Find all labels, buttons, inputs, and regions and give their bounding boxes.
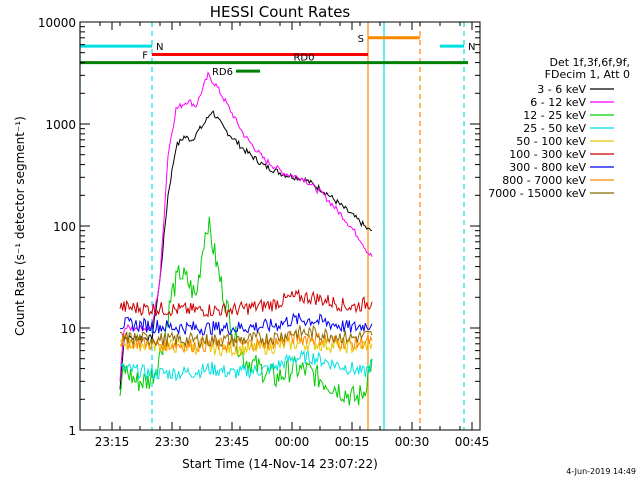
series-line-300-800-keV: [119, 312, 373, 336]
legend-label: 50 - 100 keV: [516, 135, 586, 148]
series-line-7000-15000-keV: [119, 325, 373, 349]
chart-title: HESSI Count Rates: [210, 3, 351, 21]
legend-label: 300 - 800 keV: [509, 161, 586, 174]
series-line-25-50-keV: [119, 348, 373, 382]
legend-label: 7000 - 15000 keV: [488, 187, 586, 200]
flag-label-S: S: [358, 34, 364, 45]
x-tick-label: 00:30: [395, 435, 430, 449]
legend-label: 100 - 300 keV: [509, 148, 586, 161]
date-stamp: 4-Jun-2019 14:49: [566, 467, 636, 476]
x-tick-label: 00:15: [335, 435, 370, 449]
legend-title-line-2: FDecim 1, Att 0: [545, 68, 630, 81]
legend-label: 800 - 7000 keV: [502, 174, 586, 187]
flag-label-F: F: [142, 51, 148, 62]
series-line-3-6-keV: [119, 110, 373, 390]
y-tick-label: 1000: [45, 118, 76, 132]
y-tick-label: 100: [53, 220, 76, 234]
flag-label-RD6: RD6: [212, 67, 233, 78]
legend-label: 25 - 50 keV: [523, 122, 586, 135]
x-tick-label: 23:45: [215, 435, 250, 449]
legend-label: 6 - 12 keV: [530, 96, 586, 109]
y-tick-label: 10000: [38, 16, 76, 30]
y-axis-label: Count Rate (s⁻¹ detector segment⁻¹): [13, 116, 27, 336]
x-tick-label: 23:15: [95, 435, 130, 449]
axis-layer: 23:15 23:30 23:45 00:00 00:15 00:30 00:45 1 10 10…: [38, 16, 489, 449]
flag-label-RD0: RD0: [293, 53, 314, 64]
y-tick-label: 1: [68, 424, 76, 438]
x-tick-label: 00:45: [455, 435, 490, 449]
series-layer: [119, 71, 373, 406]
legend-title-line-1: Det 1f,3f,6f,9f,: [549, 56, 630, 69]
legend: Det 1f,3f,6f,9f, FDecim 1, Att 0 3 - 6 k…: [488, 56, 630, 200]
series-line-100-300-keV: [119, 288, 373, 318]
y-tick-label: 10: [61, 322, 76, 336]
x-tick-label: 23:30: [155, 435, 190, 449]
x-tick-label: 00:00: [275, 435, 310, 449]
series-line-12-25-keV: [119, 216, 373, 406]
legend-label: 12 - 25 keV: [523, 109, 586, 122]
flag-label-N: N: [156, 42, 163, 53]
flag-label-N: N: [468, 42, 475, 53]
series-line-6-12-keV: [119, 71, 373, 382]
x-axis-label: Start Time (14-Nov-14 23:07:22): [182, 457, 378, 471]
legend-label: 3 - 6 keV: [537, 83, 586, 96]
